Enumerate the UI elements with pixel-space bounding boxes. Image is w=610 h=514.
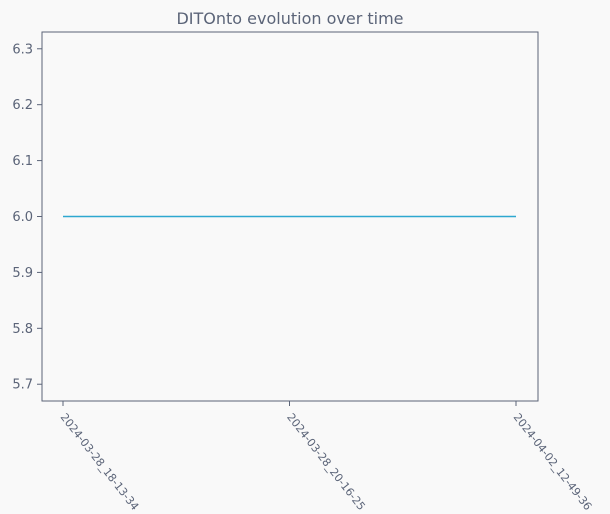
y-tick-label: 6.3	[12, 42, 33, 57]
x-tick-label: 2024-03-28_18-13-34	[58, 411, 142, 513]
y-tick-label: 6.2	[12, 98, 33, 113]
y-tick-label: 6.1	[12, 154, 33, 169]
y-tick-label: 5.7	[12, 378, 33, 393]
x-axis: 2024-03-28_18-13-34 2024-03-28_20-16-25 20…	[58, 401, 595, 513]
chart-title: DITOnto evolution over time	[176, 9, 403, 28]
y-tick-label: 5.9	[12, 266, 33, 281]
x-tick-label: 2024-03-28_20-16-25	[284, 411, 368, 513]
y-axis: 5.7 5.8 5.9 6.0 6.1 6.2 6.3	[12, 42, 42, 393]
y-tick-label: 5.8	[12, 322, 33, 337]
x-tick-label: 2024-04-02_12-49-36	[511, 411, 595, 513]
y-tick-label: 6.0	[12, 210, 33, 225]
